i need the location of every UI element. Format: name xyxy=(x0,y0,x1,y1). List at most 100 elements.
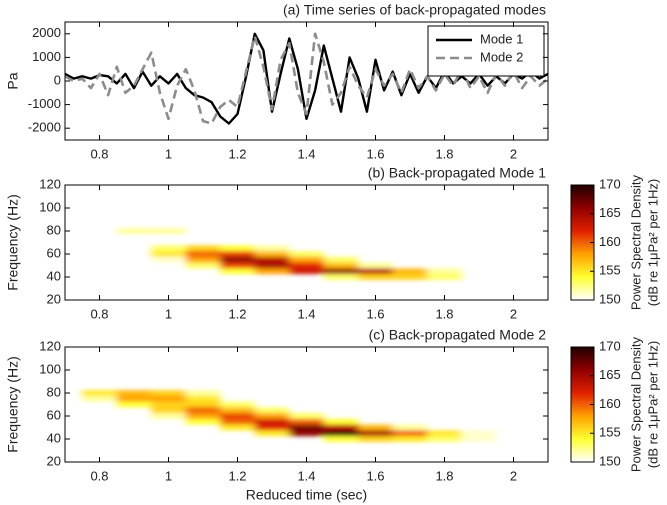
y-tick-label: -2000 xyxy=(28,120,61,135)
panel: Mode 1 Mode 2 0.8 1 1.2 1.4 1.6 1.8 2 -2000 -1000 0… xyxy=(5,2,549,161)
colorbar-tick-label: 160 xyxy=(599,396,621,411)
colorbar: 150 155 160 165 170 Power Spectral Density (dB… xyxy=(570,174,660,310)
heatmap-cell xyxy=(185,256,221,263)
heatmap-cell xyxy=(185,395,221,402)
colorbar-tick-label: 150 xyxy=(599,453,621,468)
series-line xyxy=(65,32,548,125)
y-tick-label: 80 xyxy=(47,384,61,399)
heatmap-cell xyxy=(151,245,186,252)
x-tick-label: 1 xyxy=(165,146,172,161)
x-tick-label: 1.8 xyxy=(435,146,453,161)
y-tick-label: -1000 xyxy=(28,96,61,111)
axes-box xyxy=(64,184,549,301)
heatmap-cell xyxy=(151,390,186,396)
x-tick-label: 1 xyxy=(165,306,172,321)
heatmap-cell xyxy=(254,262,290,269)
heatmap-cell xyxy=(220,262,255,269)
y-tick-label: 20 xyxy=(47,453,61,468)
x-tick-label: 0.8 xyxy=(90,306,108,321)
x-tick-label: 1.8 xyxy=(435,468,453,483)
heatmap-cell xyxy=(254,413,290,419)
colorbar-tick-label: 155 xyxy=(599,425,621,440)
heatmap-cell xyxy=(220,418,255,425)
heatmap-cell xyxy=(289,256,324,263)
x-tick-label: 1.6 xyxy=(366,468,384,483)
heatmap-cell xyxy=(427,430,462,437)
heatmap-cell xyxy=(82,395,117,402)
heatmap-cell xyxy=(358,430,393,437)
y-tick-label: 0 xyxy=(54,72,61,87)
heatmap xyxy=(82,390,497,442)
heatmap-cell xyxy=(220,245,255,252)
heatmap-cell xyxy=(116,390,152,396)
y-tick-label: 120 xyxy=(39,176,61,191)
x-tick-label: 2 xyxy=(510,146,517,161)
legend-box xyxy=(427,25,545,77)
x-tick-label: 2 xyxy=(510,468,517,483)
heatmap-cell xyxy=(323,262,359,269)
heatmap-cell xyxy=(185,407,221,414)
y-axis-label: Pa xyxy=(5,72,21,89)
x-tick-label: 0.8 xyxy=(90,468,108,483)
heatmap-cell xyxy=(323,256,359,263)
x-tick-label: 1 xyxy=(165,468,172,483)
heatmap-cell xyxy=(116,395,152,402)
heatmap-cell xyxy=(358,436,393,442)
x-tick-label: 1.6 xyxy=(366,306,384,321)
heatmap-cell xyxy=(185,251,221,257)
heatmap-cell xyxy=(392,436,428,442)
heatmap-cell xyxy=(220,268,255,275)
y-tick-label: 120 xyxy=(39,338,61,353)
colorbar-tick-label: 170 xyxy=(599,338,621,353)
colorbar-tick-label: 155 xyxy=(599,263,621,278)
heatmap-cell xyxy=(220,256,255,263)
colorbar-tick-label: 150 xyxy=(599,291,621,306)
heatmap-cell xyxy=(254,418,290,425)
heatmap-cell xyxy=(116,401,152,408)
x-tick-label: 1.4 xyxy=(297,306,315,321)
x-tick-label: 1.8 xyxy=(435,306,453,321)
heatmap-cell xyxy=(461,436,497,442)
heatmap xyxy=(116,228,462,280)
heatmap-cell xyxy=(289,424,324,431)
heatmap-cell xyxy=(323,418,359,425)
heatmap-cell xyxy=(358,262,393,269)
y-tick-label: 80 xyxy=(47,222,61,237)
legend-label: Mode 2 xyxy=(480,49,523,64)
colorbar: 150 155 160 165 170 Power Spectral Density (dB… xyxy=(570,336,660,472)
y-tick-label: 2000 xyxy=(32,25,61,40)
panel-title: (c) Back-propagated Mode 2 xyxy=(369,327,547,343)
heatmap-cell xyxy=(289,418,324,425)
heatmap-cell xyxy=(289,268,324,275)
heatmap-cell xyxy=(151,407,186,414)
heatmap-cell xyxy=(289,430,324,437)
y-tick-label: 60 xyxy=(47,245,61,260)
colorbar-label: (dB re 1μPa² per 1Hz) xyxy=(645,341,660,468)
heatmap-cell xyxy=(254,245,290,252)
plot-area xyxy=(82,390,497,442)
heatmap-cell xyxy=(392,268,428,275)
heatmap-cell xyxy=(392,430,428,437)
heatmap-cell xyxy=(220,407,255,414)
heatmap-cell xyxy=(254,430,290,437)
y-tick-label: 20 xyxy=(47,291,61,306)
heatmap-cell xyxy=(323,268,359,275)
y-tick-label: 100 xyxy=(39,199,61,214)
legend-label: Mode 1 xyxy=(480,31,523,46)
x-tick-label: 1.2 xyxy=(228,468,246,483)
heatmap-cell xyxy=(461,430,497,437)
y-tick-label: 60 xyxy=(47,407,61,422)
heatmap-cell xyxy=(220,401,255,408)
heatmap-cell xyxy=(254,251,290,257)
heatmap-cell xyxy=(392,424,428,431)
heatmap-cell xyxy=(289,262,324,269)
heatmap-cell xyxy=(151,228,186,234)
x-tick-label: 2 xyxy=(510,306,517,321)
x-tick-label: 0.8 xyxy=(90,146,108,161)
legend: Mode 1 Mode 2 xyxy=(427,25,545,77)
colorbar-label: (dB re 1μPa² per 1Hz) xyxy=(645,179,660,306)
colorbar-tick-label: 170 xyxy=(599,176,621,191)
y-tick-label: 40 xyxy=(47,268,61,283)
heatmap-cell xyxy=(254,407,290,414)
